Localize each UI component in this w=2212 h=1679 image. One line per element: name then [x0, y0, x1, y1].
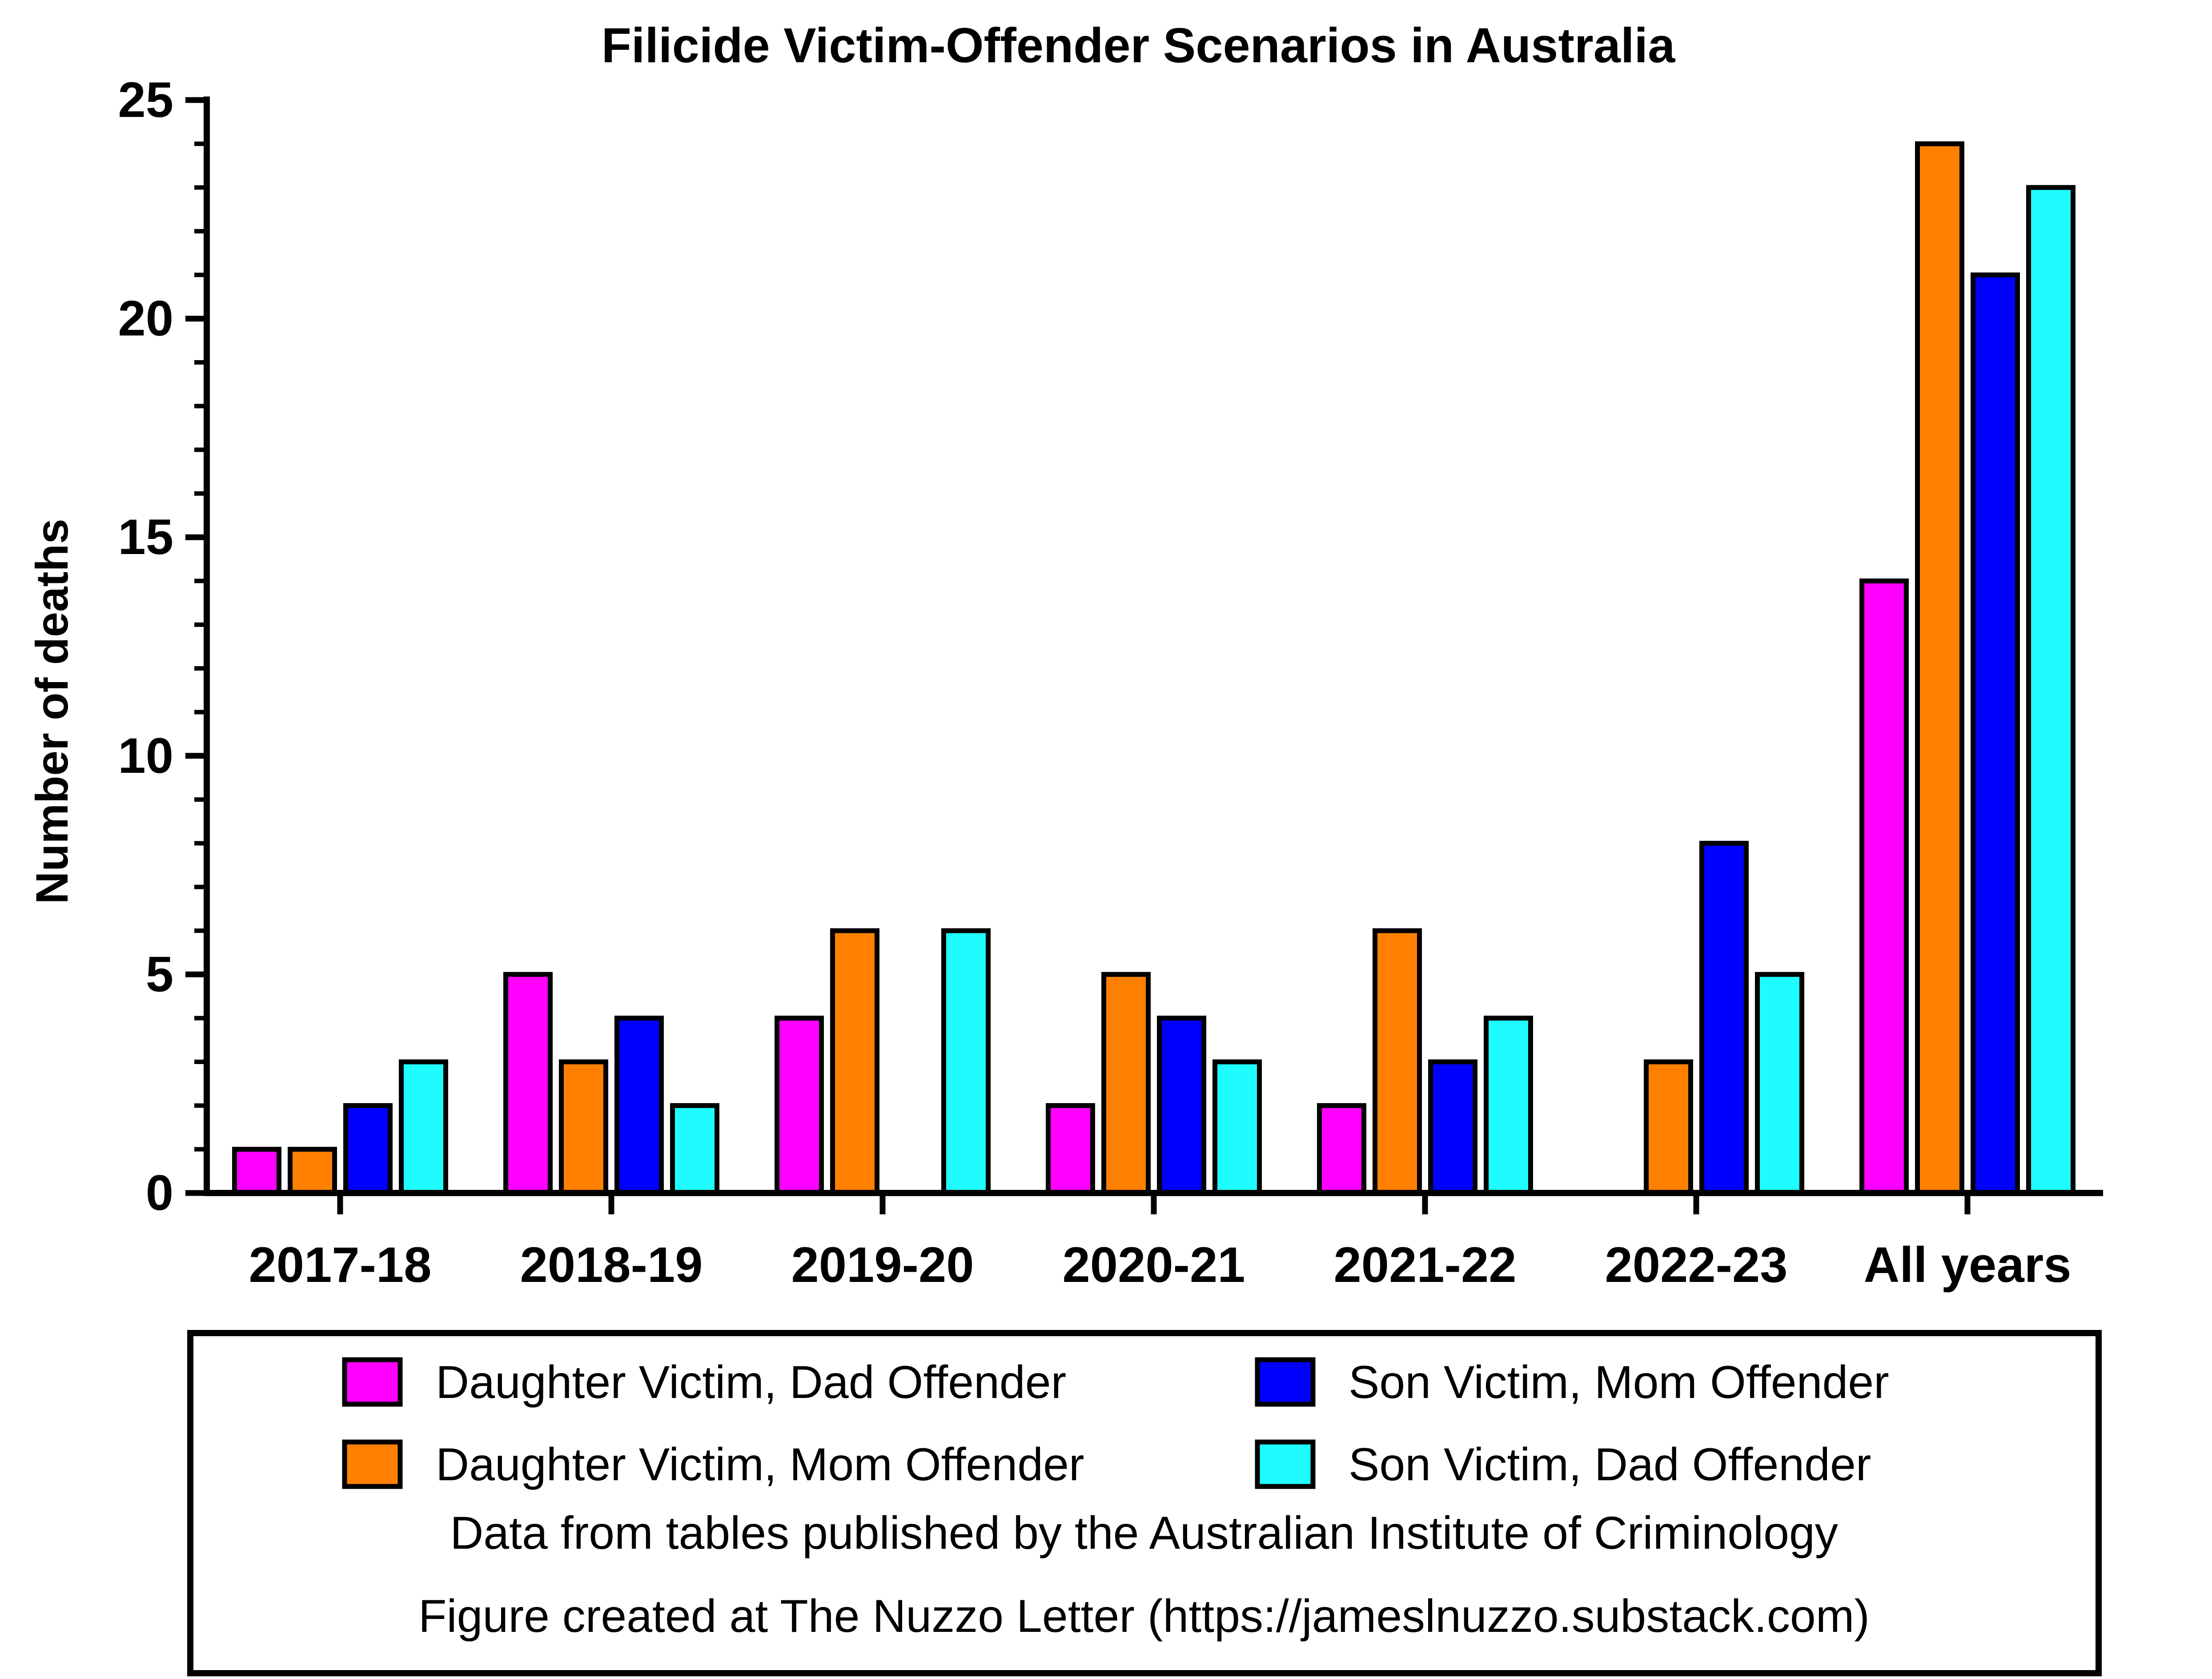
bar: [1755, 972, 1804, 1196]
bar: [1046, 1103, 1095, 1196]
legend-swatch: [342, 1357, 403, 1407]
legend-note: Data from tables published by the Austra…: [450, 1507, 1838, 1559]
bar: [1699, 840, 1749, 1196]
bar: [775, 1016, 824, 1196]
bar: [1859, 578, 1909, 1196]
x-tick-label: 2017-18: [249, 1237, 431, 1293]
legend-label: Son Victim, Mom Offender: [1349, 1357, 1889, 1408]
y-tick-label: 5: [146, 946, 173, 1002]
bar: [288, 1147, 337, 1196]
bar: [670, 1103, 719, 1196]
bar: [830, 928, 879, 1196]
bar: [1212, 1059, 1262, 1196]
y-tick-label: 25: [118, 72, 173, 128]
y-tick-label: 15: [118, 509, 173, 565]
bar: [2026, 185, 2076, 1196]
y-tick-label: 10: [118, 728, 173, 783]
bar: [1373, 928, 1422, 1196]
x-tick-label: All years: [1864, 1237, 2071, 1293]
legend: Daughter Victim, Dad Offender Daughter Vi…: [187, 1330, 2102, 1676]
bars: [232, 141, 2076, 1196]
bar: [1971, 272, 2020, 1196]
y-tick-label: 0: [146, 1165, 173, 1221]
y-axis-label: Number of deaths: [27, 518, 77, 904]
x-tick-label: 2020-21: [1062, 1237, 1245, 1293]
x-tick-label: 2018-19: [520, 1237, 703, 1293]
legend-note: Figure created at The Nuzzo Letter (http…: [418, 1591, 1870, 1642]
bar: [941, 928, 991, 1196]
legend-swatch: [342, 1439, 403, 1489]
legend-label: Son Victim, Dad Offender: [1349, 1439, 1871, 1490]
bar: [1484, 1016, 1533, 1196]
bar: [1428, 1059, 1477, 1196]
bar: [503, 972, 553, 1196]
axes: 0 5 10 15 20 25 2017-18 2018-19 2019-20 2020-21 20…: [118, 72, 2103, 1293]
bar: [1157, 1016, 1206, 1196]
legend-label: Daughter Victim, Dad Offender: [436, 1357, 1066, 1408]
bar: [232, 1147, 281, 1196]
legend-swatch: [1255, 1357, 1316, 1407]
bar: [343, 1103, 393, 1196]
bar: [1644, 1059, 1693, 1196]
legend-swatch: [1255, 1439, 1316, 1489]
bar: [1101, 972, 1151, 1196]
x-tick-label: 2022-23: [1605, 1237, 1787, 1293]
bar: [399, 1059, 448, 1196]
bar: [614, 1016, 664, 1196]
x-tick-label: 2021-22: [1333, 1237, 1516, 1293]
legend-label: Daughter Victim, Mom Offender: [436, 1439, 1084, 1490]
bar: [1317, 1103, 1366, 1196]
bar: [559, 1059, 608, 1196]
chart-title: Filicide Victim-Offender Scenarios in Au…: [602, 18, 1675, 73]
x-tick-label: 2019-20: [791, 1237, 974, 1293]
bar: [1915, 141, 1964, 1196]
legend-box: [187, 1330, 2102, 1676]
y-tick-label: 20: [118, 291, 173, 346]
